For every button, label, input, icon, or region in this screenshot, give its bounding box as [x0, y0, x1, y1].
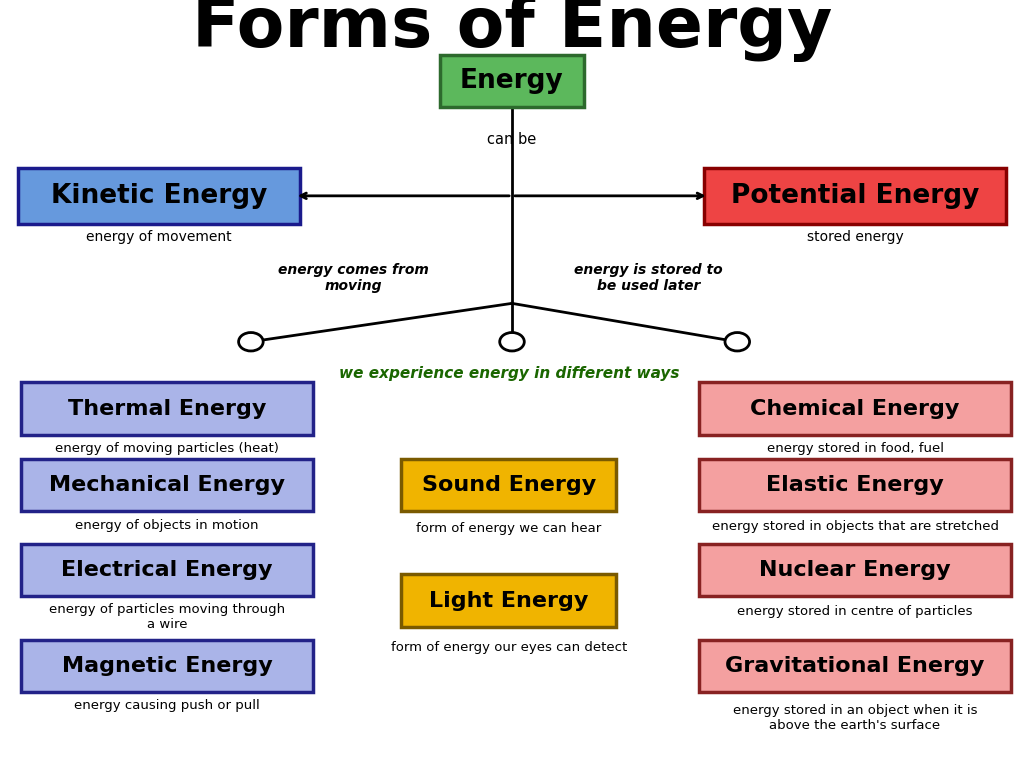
FancyBboxPatch shape — [698, 382, 1012, 435]
FancyBboxPatch shape — [401, 459, 616, 511]
Text: form of energy we can hear: form of energy we can hear — [417, 522, 601, 535]
FancyBboxPatch shape — [20, 459, 313, 511]
FancyBboxPatch shape — [705, 168, 1006, 224]
Text: Potential Energy: Potential Energy — [731, 183, 979, 209]
Text: Kinetic Energy: Kinetic Energy — [50, 183, 267, 209]
Text: energy stored in centre of particles: energy stored in centre of particles — [737, 605, 973, 617]
Text: energy of movement: energy of movement — [86, 230, 231, 243]
FancyBboxPatch shape — [20, 544, 313, 596]
Text: Mechanical Energy: Mechanical Energy — [49, 475, 285, 495]
Text: energy stored in food, fuel: energy stored in food, fuel — [767, 442, 943, 455]
FancyBboxPatch shape — [20, 382, 313, 435]
Text: energy of moving particles (heat): energy of moving particles (heat) — [55, 442, 279, 455]
Text: energy is stored to
be used later: energy is stored to be used later — [573, 263, 723, 293]
Text: energy stored in an object when it is
above the earth's surface: energy stored in an object when it is ab… — [733, 704, 977, 732]
Text: stored energy: stored energy — [807, 230, 903, 243]
FancyBboxPatch shape — [440, 55, 584, 107]
FancyBboxPatch shape — [698, 544, 1012, 596]
Text: energy causing push or pull: energy causing push or pull — [74, 700, 260, 712]
Text: can be: can be — [487, 132, 537, 147]
Text: energy comes from
moving: energy comes from moving — [278, 263, 429, 293]
Text: Forms of Energy: Forms of Energy — [191, 0, 833, 62]
Text: Chemical Energy: Chemical Energy — [751, 399, 959, 419]
Text: we experience energy in different ways: we experience energy in different ways — [339, 366, 679, 381]
Text: Gravitational Energy: Gravitational Energy — [725, 656, 985, 676]
FancyBboxPatch shape — [20, 640, 313, 692]
FancyBboxPatch shape — [401, 574, 616, 627]
Circle shape — [239, 333, 263, 351]
Text: Energy: Energy — [460, 68, 564, 94]
Text: energy stored in objects that are stretched: energy stored in objects that are stretc… — [712, 521, 998, 533]
Circle shape — [725, 333, 750, 351]
Text: energy of objects in motion: energy of objects in motion — [75, 519, 259, 531]
Text: Thermal Energy: Thermal Energy — [68, 399, 266, 419]
Text: energy of particles moving through
a wire: energy of particles moving through a wir… — [49, 604, 285, 631]
Text: Sound Energy: Sound Energy — [422, 475, 596, 495]
FancyBboxPatch shape — [698, 640, 1012, 692]
Text: Electrical Energy: Electrical Energy — [61, 560, 272, 580]
Circle shape — [500, 333, 524, 351]
Text: form of energy our eyes can detect: form of energy our eyes can detect — [391, 641, 627, 654]
Text: Magnetic Energy: Magnetic Energy — [61, 656, 272, 676]
Text: Light Energy: Light Energy — [429, 591, 589, 611]
Text: Nuclear Energy: Nuclear Energy — [759, 560, 951, 580]
FancyBboxPatch shape — [698, 459, 1012, 511]
FancyBboxPatch shape — [17, 168, 300, 224]
Text: Elastic Energy: Elastic Energy — [766, 475, 944, 495]
